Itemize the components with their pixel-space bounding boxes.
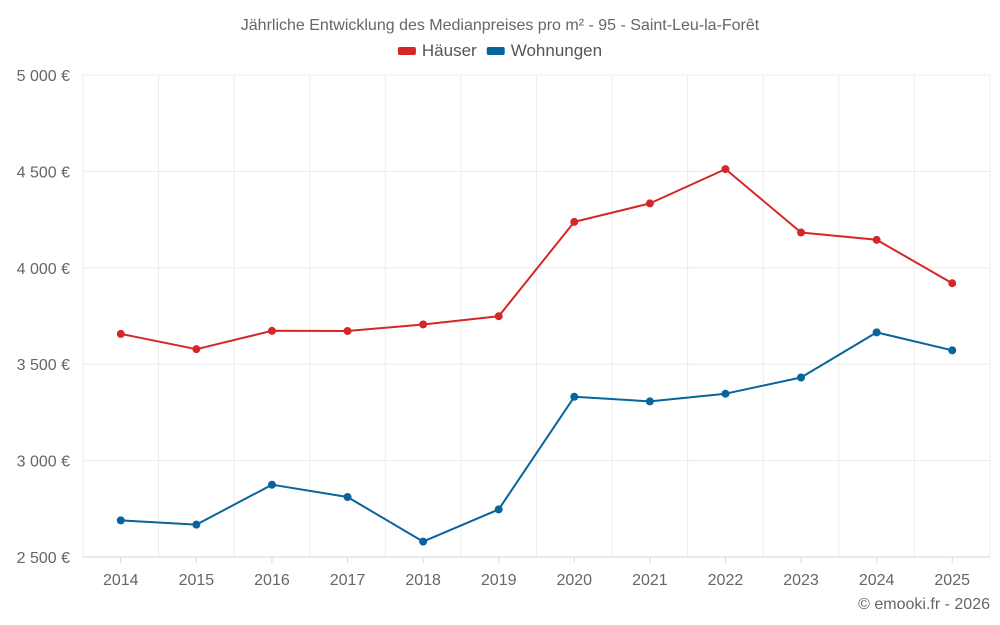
data-point[interactable] (343, 493, 352, 502)
chart-grid (82, 74, 991, 558)
legend-swatch (486, 47, 505, 55)
y-tick-label: 3 000 € (17, 454, 70, 471)
data-point[interactable] (192, 520, 201, 529)
data-point[interactable] (494, 505, 503, 514)
series-line (120, 168, 953, 351)
data-point[interactable] (797, 373, 806, 382)
y-tick-label: 5 000 € (17, 68, 70, 85)
legend-item[interactable]: Wohnungen (486, 41, 602, 60)
legend-label: Wohnungen (511, 41, 602, 60)
x-tick-label: 2025 (934, 572, 970, 589)
legend-item[interactable]: Häuser (397, 41, 477, 60)
data-point[interactable] (570, 217, 579, 226)
y-axis: 2 500 € 3 000 € 3 500 € 4 000 € 4 500 € 5 000… (17, 68, 70, 567)
y-tick-label: 2 500 € (17, 550, 70, 567)
data-point[interactable] (721, 165, 730, 174)
x-tick-label: 2021 (632, 572, 668, 589)
x-tick-label: 2014 (103, 572, 139, 589)
data-point[interactable] (721, 389, 730, 398)
data-point[interactable] (116, 516, 125, 525)
data-point[interactable] (419, 537, 428, 546)
data-point[interactable] (872, 235, 881, 244)
series-layer (116, 165, 957, 546)
data-point[interactable] (948, 346, 957, 355)
y-tick-label: 4 000 € (17, 261, 70, 278)
data-point[interactable] (343, 327, 352, 336)
data-point[interactable] (419, 320, 428, 329)
x-tick-label: 2023 (783, 572, 819, 589)
data-point[interactable] (797, 228, 806, 237)
x-tick-label: 2018 (405, 572, 441, 589)
x-tick-label: 2017 (330, 572, 366, 589)
data-point[interactable] (948, 279, 957, 288)
data-point[interactable] (872, 328, 881, 337)
data-point[interactable] (494, 312, 503, 321)
data-point[interactable] (570, 392, 579, 401)
y-tick-label: 4 500 € (17, 164, 70, 181)
y-tick-label: 3 500 € (17, 357, 70, 374)
x-axis: 2014 2015 2016 2017 2018 2019 2020 2021 2022 2023… (83, 556, 990, 589)
x-tick-label: 2019 (481, 572, 517, 589)
x-tick-label: 2022 (708, 572, 744, 589)
data-point[interactable] (192, 345, 201, 354)
legend-label: Häuser (422, 41, 477, 60)
series-line (120, 331, 953, 543)
x-tick-label: 2024 (859, 572, 895, 589)
data-point[interactable] (116, 329, 125, 338)
data-point[interactable] (645, 397, 654, 406)
chart-title: Jährliche Entwicklung des Medianpreises … (241, 17, 760, 34)
legend-swatch (397, 47, 416, 55)
data-point[interactable] (267, 480, 276, 489)
x-tick-label: 2020 (556, 572, 592, 589)
series-2 (116, 328, 957, 546)
data-point[interactable] (645, 199, 654, 208)
data-point[interactable] (267, 326, 276, 335)
x-tick-label: 2016 (254, 572, 290, 589)
x-tick-label: 2015 (179, 572, 215, 589)
series-1 (116, 165, 957, 354)
credit-text: © emooki.fr - 2026 (858, 596, 990, 613)
legend: Häuser Wohnungen (397, 41, 602, 60)
